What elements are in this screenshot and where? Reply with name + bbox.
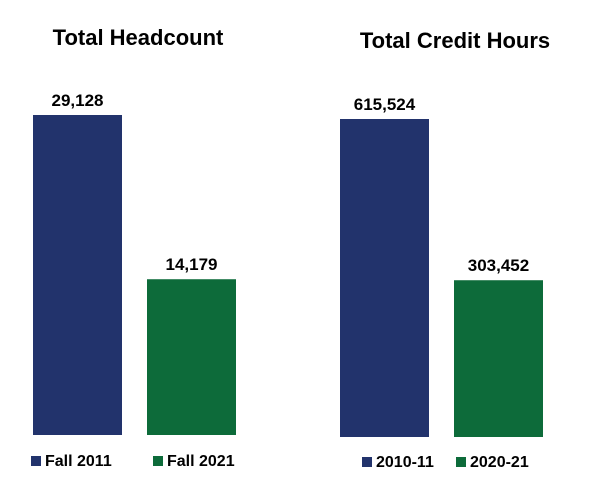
- bar-credit-hours-1: [340, 119, 429, 437]
- bar-credit-hours-2: [454, 280, 543, 437]
- data-label-credit-hours-1: 615,524: [354, 95, 416, 114]
- legend-label-credit-hours-1: 2010-11: [376, 454, 434, 471]
- legend-swatch-headcount-1: [31, 456, 41, 466]
- bar-headcount-2: [147, 279, 236, 435]
- legend-label-headcount-2: Fall 2021: [167, 453, 235, 470]
- legend-label-headcount-1: Fall 2011: [45, 453, 112, 470]
- data-label-headcount-2: 14,179: [166, 255, 218, 274]
- legend-label-credit-hours-2: 2020-21: [470, 454, 529, 471]
- data-label-headcount-1: 29,128: [52, 91, 104, 110]
- bar-headcount-1: [33, 115, 122, 435]
- legend-swatch-credit-hours-2: [456, 457, 466, 467]
- legend-swatch-headcount-2: [153, 456, 163, 466]
- data-label-credit-hours-2: 303,452: [468, 256, 529, 275]
- chart-title-headcount: Total Headcount: [53, 25, 224, 50]
- chart-title-credit-hours: Total Credit Hours: [360, 28, 550, 53]
- legend-swatch-credit-hours-1: [362, 457, 372, 467]
